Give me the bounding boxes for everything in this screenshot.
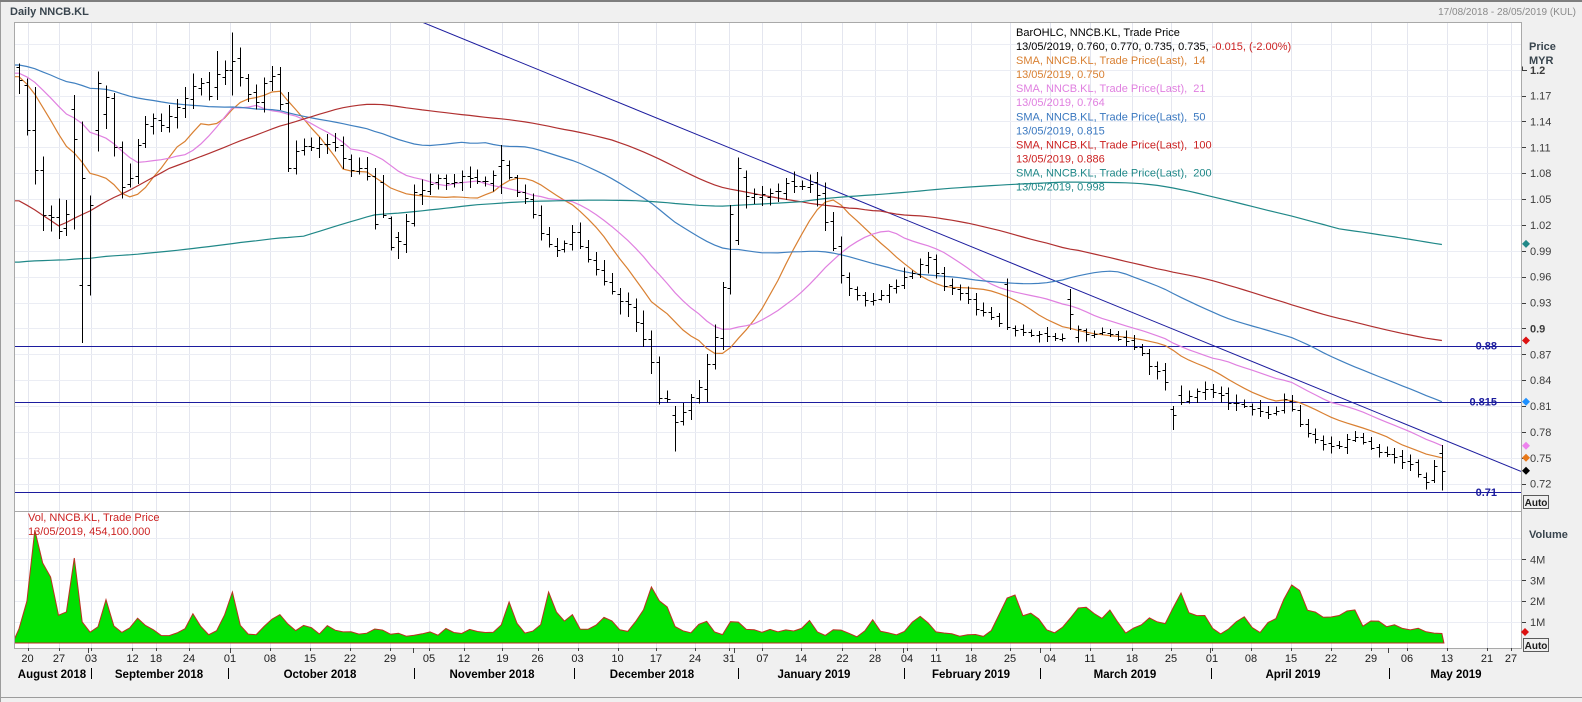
svg-text:18: 18: [150, 653, 162, 665]
svg-text:19: 19: [496, 653, 508, 665]
svg-text:31: 31: [723, 653, 735, 665]
svg-text:17/08/2018 - 28/05/2019 (KUL): 17/08/2018 - 28/05/2019 (KUL): [1438, 7, 1576, 18]
svg-text:Price: Price: [1529, 41, 1556, 53]
svg-text:April 2019: April 2019: [1266, 669, 1321, 681]
svg-text:13/05/2019, 0.998: 13/05/2019, 0.998: [1016, 182, 1105, 194]
svg-text:08: 08: [264, 653, 276, 665]
svg-text:SMA, NNCB.KL, Trade Price(Last: SMA, NNCB.KL, Trade Price(Last), 14: [1016, 55, 1206, 67]
svg-text:0.75: 0.75: [1530, 453, 1551, 465]
svg-text:0.96: 0.96: [1530, 272, 1551, 284]
svg-text:BarOHLC, NNCB.KL, Trade Price: BarOHLC, NNCB.KL, Trade Price: [1016, 27, 1180, 39]
svg-text:3M: 3M: [1530, 575, 1545, 587]
svg-text:SMA, NNCB.KL, Trade Price(Last: SMA, NNCB.KL, Trade Price(Last), 100: [1016, 139, 1212, 151]
svg-text:13/05/2019, 0.760, 0.770, 0.73: 13/05/2019, 0.760, 0.770, 0.735, 0.735, …: [1016, 41, 1291, 53]
svg-text:03: 03: [85, 653, 97, 665]
svg-text:March 2019: March 2019: [1094, 669, 1157, 681]
svg-text:13: 13: [1441, 653, 1453, 665]
svg-text:24: 24: [689, 653, 701, 665]
svg-text:17: 17: [650, 653, 662, 665]
svg-text:0.84: 0.84: [1530, 375, 1551, 387]
svg-text:November 2018: November 2018: [449, 669, 535, 681]
svg-text:SMA, NNCB.KL, Trade Price(Last: SMA, NNCB.KL, Trade Price(Last), 200: [1016, 168, 1212, 180]
svg-text:0.815: 0.815: [1469, 397, 1497, 409]
svg-text:0.9: 0.9: [1530, 323, 1545, 335]
svg-text:13/05/2019, 0.764: 13/05/2019, 0.764: [1016, 97, 1105, 109]
svg-text:Vol, NNCB.KL, Trade Price: Vol, NNCB.KL, Trade Price: [28, 512, 159, 524]
svg-text:0.93: 0.93: [1530, 298, 1551, 310]
svg-text:01: 01: [1206, 653, 1218, 665]
svg-text:0.88: 0.88: [1476, 341, 1497, 353]
svg-text:1.02: 1.02: [1530, 220, 1551, 232]
svg-text:29: 29: [384, 653, 396, 665]
svg-text:13/05/2019, 0.815: 13/05/2019, 0.815: [1016, 125, 1105, 137]
svg-text:14: 14: [795, 653, 807, 665]
svg-text:October 2018: October 2018: [284, 669, 357, 681]
svg-text:MYR: MYR: [1529, 55, 1554, 67]
svg-text:27: 27: [53, 653, 65, 665]
svg-text:21: 21: [1481, 653, 1493, 665]
svg-text:11: 11: [1084, 653, 1095, 665]
svg-text:February 2019: February 2019: [932, 669, 1010, 681]
svg-text:0.81: 0.81: [1530, 401, 1551, 413]
svg-text:04: 04: [901, 653, 913, 665]
svg-text:1.17: 1.17: [1530, 91, 1551, 103]
svg-text:24: 24: [183, 653, 195, 665]
svg-text:1.05: 1.05: [1530, 194, 1551, 206]
svg-text:12: 12: [458, 653, 470, 665]
svg-text:13/05/2019, 0.886: 13/05/2019, 0.886: [1016, 153, 1105, 165]
svg-text:May 2019: May 2019: [1430, 669, 1481, 681]
svg-text:September 2018: September 2018: [115, 669, 204, 681]
svg-text:12: 12: [126, 653, 138, 665]
svg-text:SMA, NNCB.KL, Trade Price(Last: SMA, NNCB.KL, Trade Price(Last), 50: [1016, 111, 1206, 123]
svg-text:25: 25: [1004, 653, 1016, 665]
svg-text:05: 05: [423, 653, 435, 665]
svg-text:1.2: 1.2: [1530, 65, 1545, 77]
svg-text:27: 27: [1505, 653, 1517, 665]
svg-text:0.87: 0.87: [1530, 349, 1551, 361]
svg-text:03: 03: [571, 653, 583, 665]
svg-text:13/05/2019, 0.750: 13/05/2019, 0.750: [1016, 69, 1105, 81]
svg-text:1.14: 1.14: [1530, 117, 1551, 129]
svg-text:15: 15: [304, 653, 316, 665]
svg-text:August 2018: August 2018: [18, 669, 87, 681]
svg-text:06: 06: [1401, 653, 1413, 665]
svg-text:0.71: 0.71: [1476, 487, 1497, 499]
svg-text:11: 11: [930, 653, 941, 665]
svg-text:01: 01: [224, 653, 236, 665]
svg-text:18: 18: [965, 653, 977, 665]
svg-text:4M: 4M: [1530, 554, 1545, 566]
svg-text:1M: 1M: [1530, 617, 1545, 629]
svg-text:08: 08: [1245, 653, 1257, 665]
svg-text:07: 07: [756, 653, 768, 665]
svg-text:25: 25: [1165, 653, 1177, 665]
svg-text:15: 15: [1285, 653, 1297, 665]
svg-text:December 2018: December 2018: [610, 669, 695, 681]
svg-text:04: 04: [1044, 653, 1056, 665]
svg-text:2M: 2M: [1530, 596, 1545, 608]
svg-text:0.99: 0.99: [1530, 246, 1551, 258]
svg-text:Auto: Auto: [1525, 641, 1548, 652]
svg-text:29: 29: [1365, 653, 1377, 665]
svg-text:22: 22: [344, 653, 356, 665]
svg-text:22: 22: [836, 653, 848, 665]
svg-text:Daily NNCB.KL: Daily NNCB.KL: [10, 6, 89, 18]
svg-text:22: 22: [1325, 653, 1337, 665]
svg-text:10: 10: [611, 653, 623, 665]
svg-text:SMA, NNCB.KL, Trade Price(Last: SMA, NNCB.KL, Trade Price(Last), 21: [1016, 83, 1206, 95]
svg-text:20: 20: [21, 653, 33, 665]
svg-text:26: 26: [531, 653, 543, 665]
svg-text:1.08: 1.08: [1530, 168, 1551, 180]
svg-text:1.11: 1.11: [1530, 142, 1551, 154]
svg-text:January 2019: January 2019: [778, 669, 851, 681]
svg-text:13/05/2019, 454,100.000: 13/05/2019, 454,100.000: [28, 526, 150, 538]
svg-text:0.78: 0.78: [1530, 427, 1551, 439]
svg-text:18: 18: [1126, 653, 1138, 665]
svg-text:Auto: Auto: [1525, 498, 1548, 509]
svg-text:0.72: 0.72: [1530, 479, 1551, 491]
svg-text:28: 28: [869, 653, 881, 665]
svg-text:Volume: Volume: [1529, 529, 1568, 541]
